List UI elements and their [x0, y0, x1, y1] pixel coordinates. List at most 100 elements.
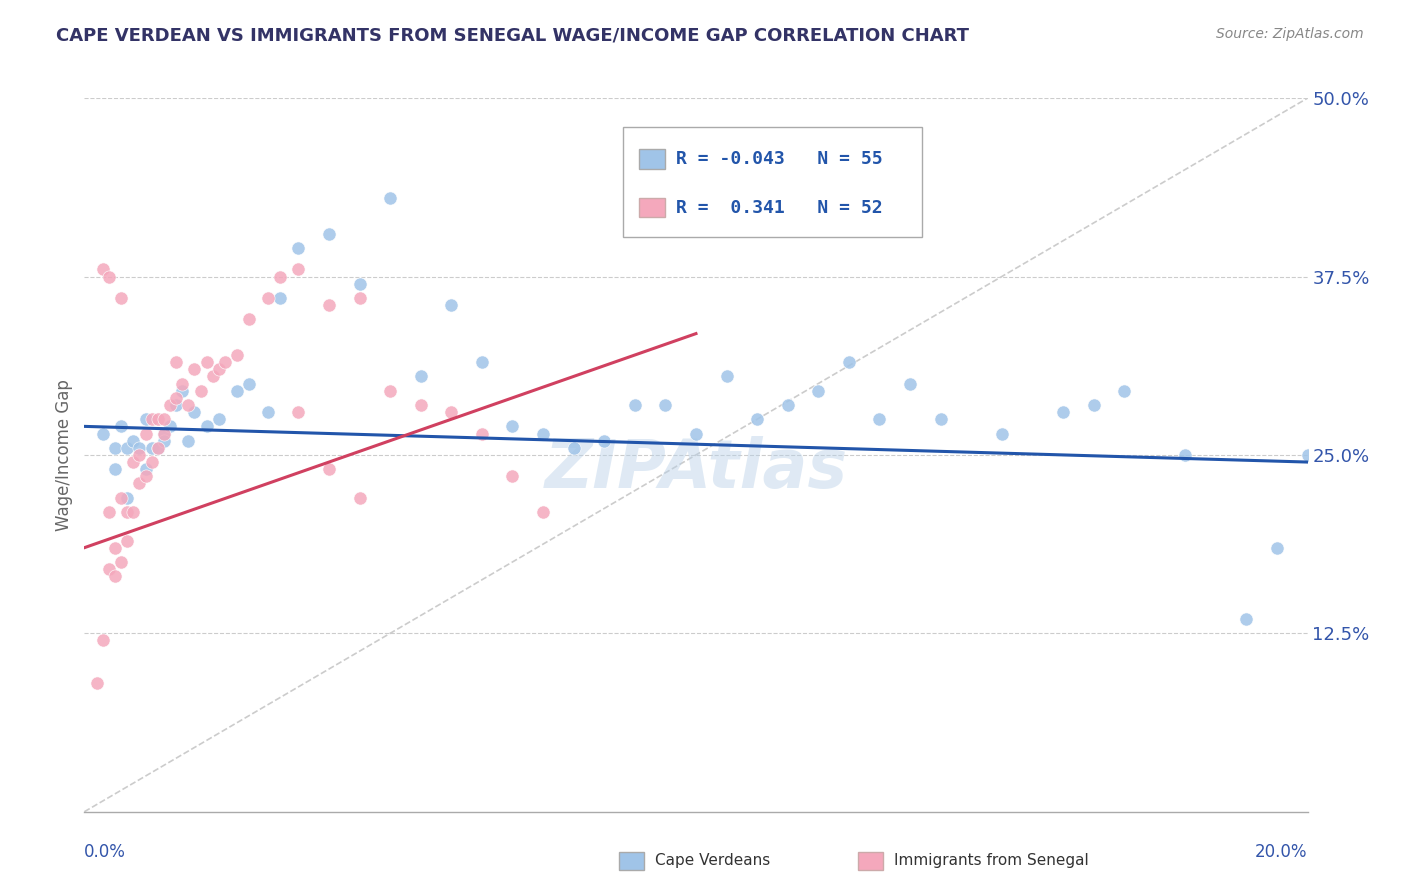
Point	[91, 633, 114, 648]
Point	[201, 369, 224, 384]
Text: R =  0.341   N = 52: R = 0.341 N = 52	[676, 199, 883, 217]
Point	[110, 555, 132, 569]
Point	[318, 462, 340, 476]
Point	[135, 426, 157, 441]
Point	[807, 384, 830, 398]
Point	[1052, 405, 1074, 419]
Point	[531, 426, 554, 441]
Point	[110, 291, 132, 305]
Point	[1265, 541, 1288, 555]
Point	[1174, 448, 1197, 462]
Text: 0.0%: 0.0%	[84, 843, 127, 861]
Text: Cape Verdeans: Cape Verdeans	[655, 854, 770, 869]
Point	[115, 505, 138, 519]
Point	[257, 405, 280, 419]
Point	[128, 448, 150, 462]
Point	[91, 262, 114, 277]
Point	[1296, 448, 1319, 462]
Point	[869, 412, 891, 426]
Point	[287, 241, 309, 255]
Text: Source: ZipAtlas.com: Source: ZipAtlas.com	[1216, 27, 1364, 41]
Point	[97, 505, 120, 519]
Point	[122, 455, 145, 469]
Text: CAPE VERDEAN VS IMMIGRANTS FROM SENEGAL WAGE/INCOME GAP CORRELATION CHART: CAPE VERDEAN VS IMMIGRANTS FROM SENEGAL …	[56, 27, 969, 45]
Point	[115, 441, 138, 455]
Point	[226, 384, 249, 398]
Point	[135, 469, 157, 483]
Point	[440, 298, 463, 312]
Point	[115, 533, 138, 548]
Point	[502, 469, 524, 483]
Point	[110, 419, 132, 434]
Point	[991, 426, 1014, 441]
Point	[128, 441, 150, 455]
Point	[208, 412, 231, 426]
Point	[165, 391, 187, 405]
Point	[214, 355, 236, 369]
Point	[226, 348, 249, 362]
Point	[146, 441, 169, 455]
Point	[349, 291, 371, 305]
Point	[135, 462, 157, 476]
Point	[269, 269, 291, 284]
Point	[146, 412, 169, 426]
Point	[471, 426, 494, 441]
Point	[195, 419, 218, 434]
Point	[165, 398, 187, 412]
Point	[685, 426, 707, 441]
Point	[190, 384, 212, 398]
Point	[562, 441, 585, 455]
Point	[86, 676, 108, 690]
Point	[716, 369, 738, 384]
Point	[238, 376, 260, 391]
Point	[153, 434, 176, 448]
Point	[502, 419, 524, 434]
Point	[747, 412, 769, 426]
Point	[135, 412, 157, 426]
Point	[97, 562, 120, 576]
Point	[115, 491, 138, 505]
Point	[153, 412, 176, 426]
Point	[471, 355, 494, 369]
Point	[104, 462, 127, 476]
Point	[165, 355, 187, 369]
Point	[269, 291, 291, 305]
Point	[380, 384, 402, 398]
Point	[172, 376, 194, 391]
Point	[159, 398, 181, 412]
Point	[177, 398, 200, 412]
Point	[122, 505, 145, 519]
Point	[838, 355, 860, 369]
Point	[104, 441, 127, 455]
Point	[654, 398, 676, 412]
Point	[898, 376, 921, 391]
Point	[177, 434, 200, 448]
Point	[146, 441, 169, 455]
Point	[349, 491, 371, 505]
Point	[195, 355, 218, 369]
Text: Immigrants from Senegal: Immigrants from Senegal	[894, 854, 1090, 869]
Point	[141, 441, 163, 455]
Point	[172, 384, 194, 398]
Point	[183, 362, 205, 376]
Point	[122, 434, 145, 448]
Point	[141, 412, 163, 426]
Point	[257, 291, 280, 305]
Point	[349, 277, 371, 291]
Point	[1083, 398, 1105, 412]
Point	[208, 362, 231, 376]
Point	[318, 298, 340, 312]
Point	[531, 505, 554, 519]
Point	[593, 434, 616, 448]
Point	[91, 426, 114, 441]
Point	[440, 405, 463, 419]
Point	[929, 412, 952, 426]
Point	[624, 398, 647, 412]
Point	[141, 455, 163, 469]
Y-axis label: Wage/Income Gap: Wage/Income Gap	[55, 379, 73, 531]
Point	[110, 491, 132, 505]
Point	[97, 269, 120, 284]
Point	[287, 405, 309, 419]
Point	[776, 398, 799, 412]
Point	[1114, 384, 1136, 398]
